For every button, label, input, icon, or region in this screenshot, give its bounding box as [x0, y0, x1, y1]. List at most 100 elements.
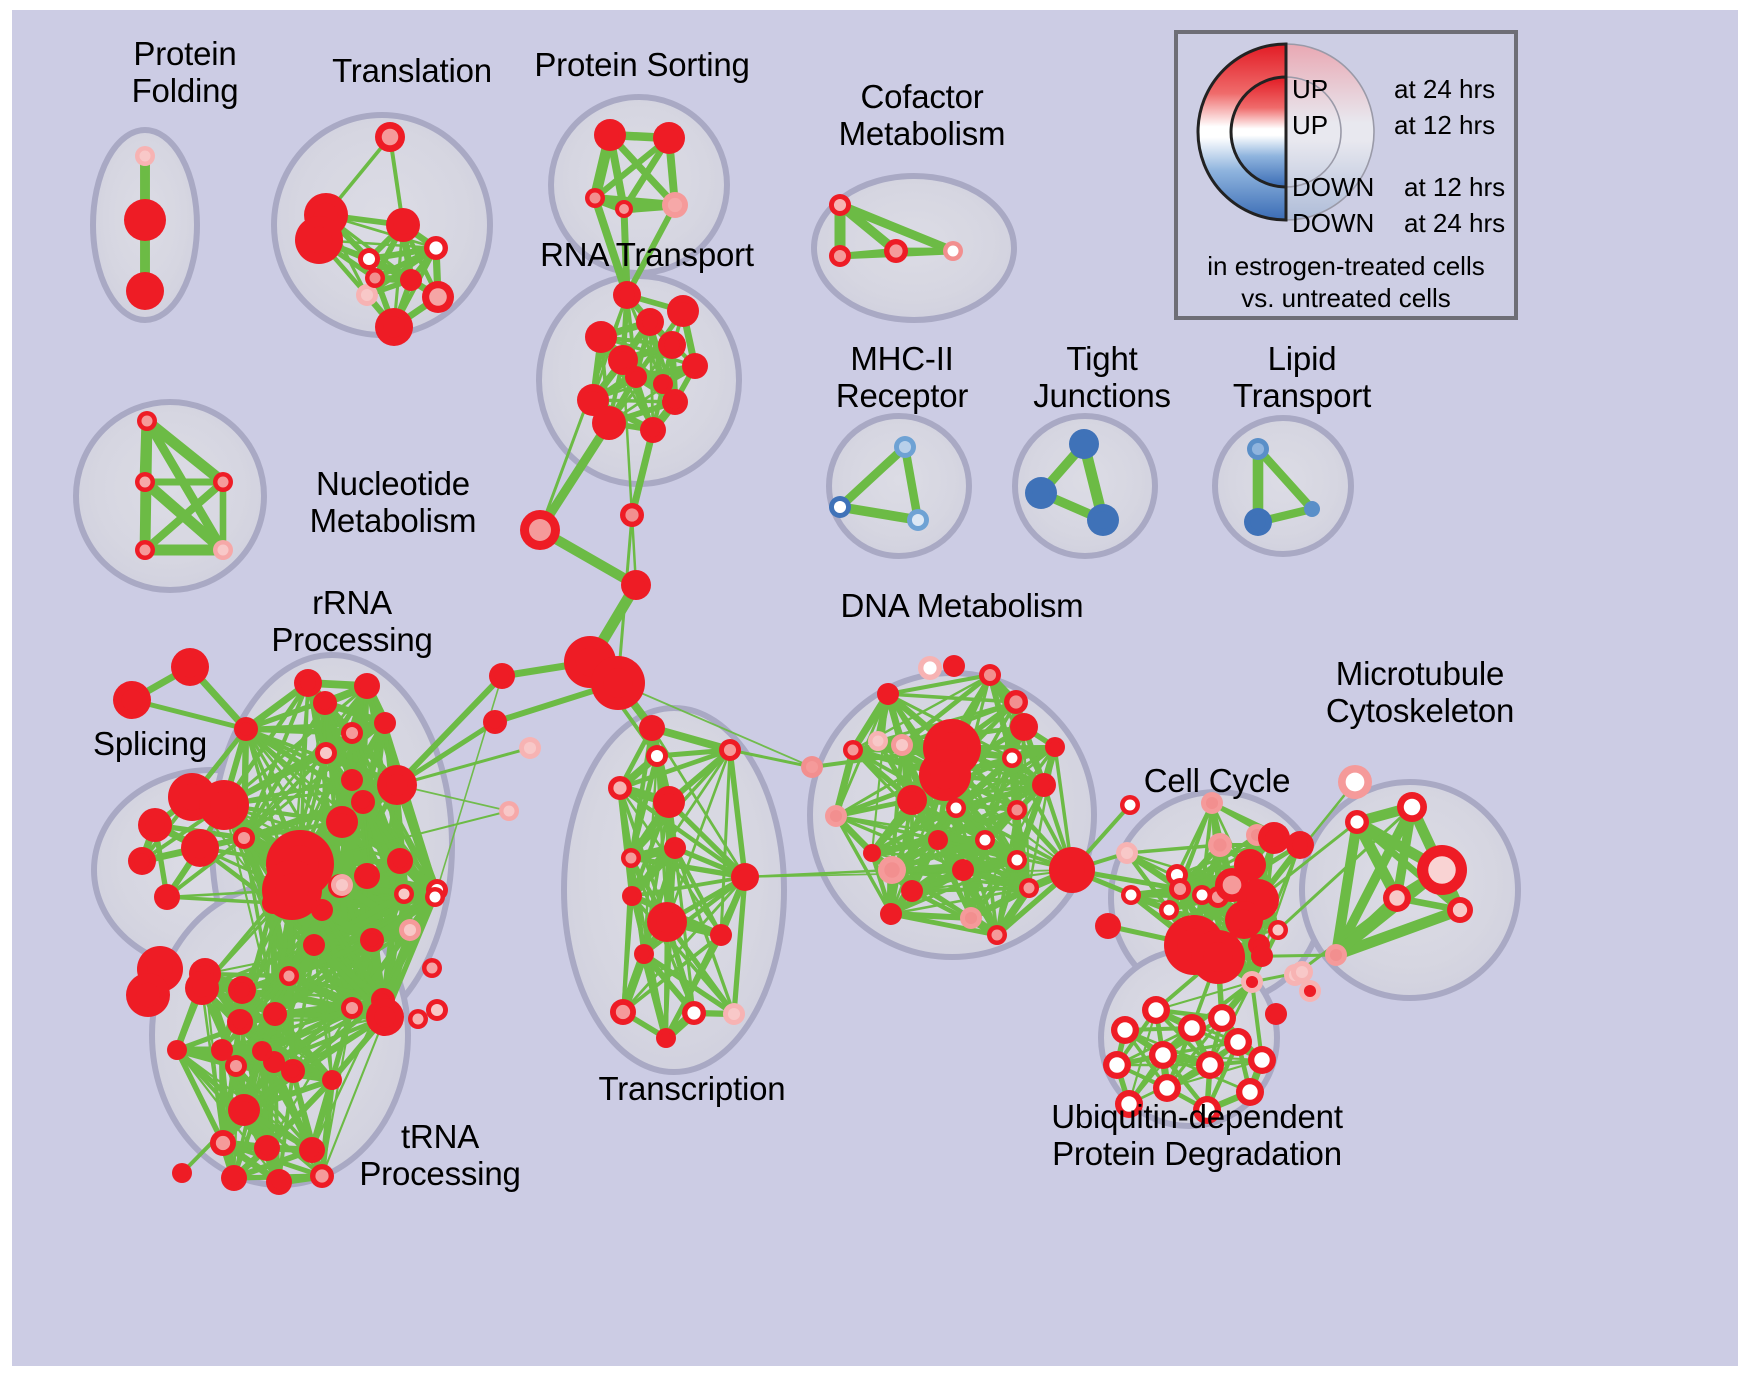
node-inner-disc-12hr — [1059, 857, 1085, 883]
network-edge — [835, 200, 958, 256]
node-inner-disc-12hr — [884, 907, 898, 921]
node-inner-disc-12hr — [1009, 695, 1023, 709]
node-inner-disc-12hr — [889, 244, 903, 258]
network-node — [1304, 501, 1320, 517]
network-node — [1111, 1016, 1139, 1044]
network-node — [667, 295, 699, 327]
network-edge — [174, 1011, 278, 1053]
node-inner-disc-12hr — [1125, 889, 1137, 901]
cluster-label-transcription: Transcription — [598, 1070, 786, 1107]
node-inner-disc-12hr — [315, 903, 329, 917]
network-node — [1121, 885, 1141, 905]
node-inner-disc-12hr — [1094, 511, 1112, 529]
node-inner-disc-12hr — [687, 1006, 701, 1020]
network-node — [1045, 737, 1065, 757]
network-node — [868, 731, 888, 751]
network-edge — [1330, 904, 1466, 961]
node-inner-disc-12hr — [727, 1007, 741, 1021]
node-inner-disc-12hr — [217, 544, 229, 556]
network-node — [1019, 878, 1039, 898]
node-inner-disc-12hr — [687, 358, 703, 374]
network-node — [1153, 1074, 1181, 1102]
node-inner-disc-12hr — [192, 978, 212, 998]
network-edge — [241, 700, 328, 841]
network-node — [135, 146, 155, 166]
network-edge — [200, 986, 225, 1145]
network-node — [1120, 795, 1140, 815]
network-edge — [640, 950, 670, 1042]
network-node — [313, 691, 337, 715]
network-node — [1208, 1004, 1236, 1032]
node-inner-disc-12hr — [398, 888, 410, 900]
node-inner-disc-12hr — [488, 715, 502, 729]
network-edge — [1015, 745, 1057, 862]
node-inner-disc-12hr — [872, 735, 884, 747]
node-inner-disc-12hr — [629, 370, 643, 384]
network-node — [520, 510, 560, 550]
network-node — [646, 745, 668, 767]
node-inner-disc-12hr — [947, 245, 959, 257]
node-inner-disc-12hr — [217, 476, 229, 488]
node-inner-disc-12hr — [1233, 909, 1255, 931]
node-inner-disc-12hr — [867, 848, 877, 858]
network-node — [719, 739, 741, 761]
network-node — [1103, 1051, 1131, 1079]
network-node — [387, 848, 413, 874]
node-inner-disc-12hr — [429, 288, 447, 306]
network-node — [126, 973, 170, 1017]
network-node — [221, 1165, 247, 1191]
node-inner-disc-12hr — [1155, 1047, 1171, 1063]
cluster-hull-lipid-transport — [1212, 415, 1354, 557]
network-node — [426, 999, 448, 1021]
network-node — [1338, 765, 1372, 799]
network-node — [943, 655, 965, 677]
network-node — [135, 540, 155, 560]
network-edge — [242, 1108, 324, 1178]
network-node — [653, 122, 685, 154]
network-edge — [834, 692, 890, 818]
network-edge — [870, 851, 1019, 862]
network-edge — [272, 1015, 387, 1064]
network-node — [723, 1003, 745, 1025]
node-inner-disc-12hr — [1205, 796, 1219, 810]
network-edge — [983, 745, 1057, 842]
network-node — [952, 859, 974, 881]
node-inner-disc-12hr — [1196, 889, 1208, 901]
network-node — [1142, 996, 1170, 1024]
network-canvas: Protein Folding Translation Protein Sortin… — [12, 10, 1738, 1366]
cluster-label-translation: Translation — [332, 52, 492, 89]
network-node — [919, 749, 971, 801]
node-inner-disc-12hr — [283, 970, 295, 982]
network-node — [1025, 477, 1057, 509]
network-node — [358, 248, 380, 270]
network-node — [897, 785, 927, 815]
node-inner-disc-12hr — [650, 749, 664, 763]
network-node — [233, 827, 255, 849]
node-inner-disc-12hr — [833, 249, 847, 263]
network-node — [375, 308, 413, 346]
node-inner-disc-12hr — [1307, 504, 1317, 514]
node-inner-disc-12hr — [1292, 837, 1308, 853]
network-node — [979, 664, 1001, 686]
network-node — [901, 880, 923, 902]
network-edge — [220, 1015, 387, 1052]
node-inner-disc-12hr — [1213, 838, 1227, 852]
node-inner-disc-12hr — [613, 781, 627, 795]
node-inner-disc-12hr — [259, 1140, 275, 1156]
network-edge — [1293, 896, 1399, 977]
network-edge — [231, 1147, 315, 1181]
node-inner-disc-12hr — [1428, 856, 1456, 884]
node-inner-disc-12hr — [412, 1013, 424, 1025]
network-node — [252, 1041, 272, 1061]
node-inner-disc-12hr — [335, 878, 349, 892]
network-edge — [869, 805, 959, 856]
node-inner-disc-12hr — [239, 722, 253, 736]
network-node — [653, 786, 685, 818]
network-node — [621, 570, 651, 600]
node-inner-disc-12hr — [1120, 846, 1134, 860]
network-node — [1383, 884, 1411, 912]
network-node — [1010, 713, 1038, 741]
network-node — [621, 848, 641, 868]
node-inner-disc-12hr — [947, 659, 961, 673]
node-inner-disc-12hr — [950, 802, 962, 814]
